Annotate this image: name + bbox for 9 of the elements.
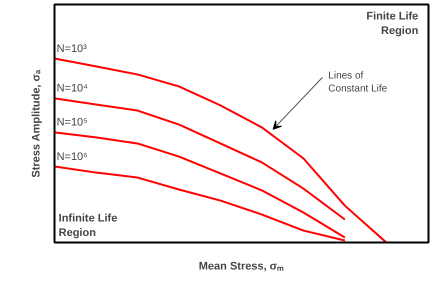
y-axis-title: Stress Amplitude, σₐ [30, 68, 42, 178]
series-label: N=10³ [56, 42, 88, 55]
x-axis-title: Mean Stress, σₘ [198, 260, 284, 272]
annotation: Lines of Constant Life [328, 70, 388, 95]
series-label: N=10⁶ [56, 150, 88, 163]
series-label: N=10⁵ [56, 116, 88, 129]
text: Finite Life Region [366, 10, 419, 37]
annotation: Infinite Life Region [58, 212, 118, 239]
series-label: N=10⁴ [56, 82, 88, 95]
